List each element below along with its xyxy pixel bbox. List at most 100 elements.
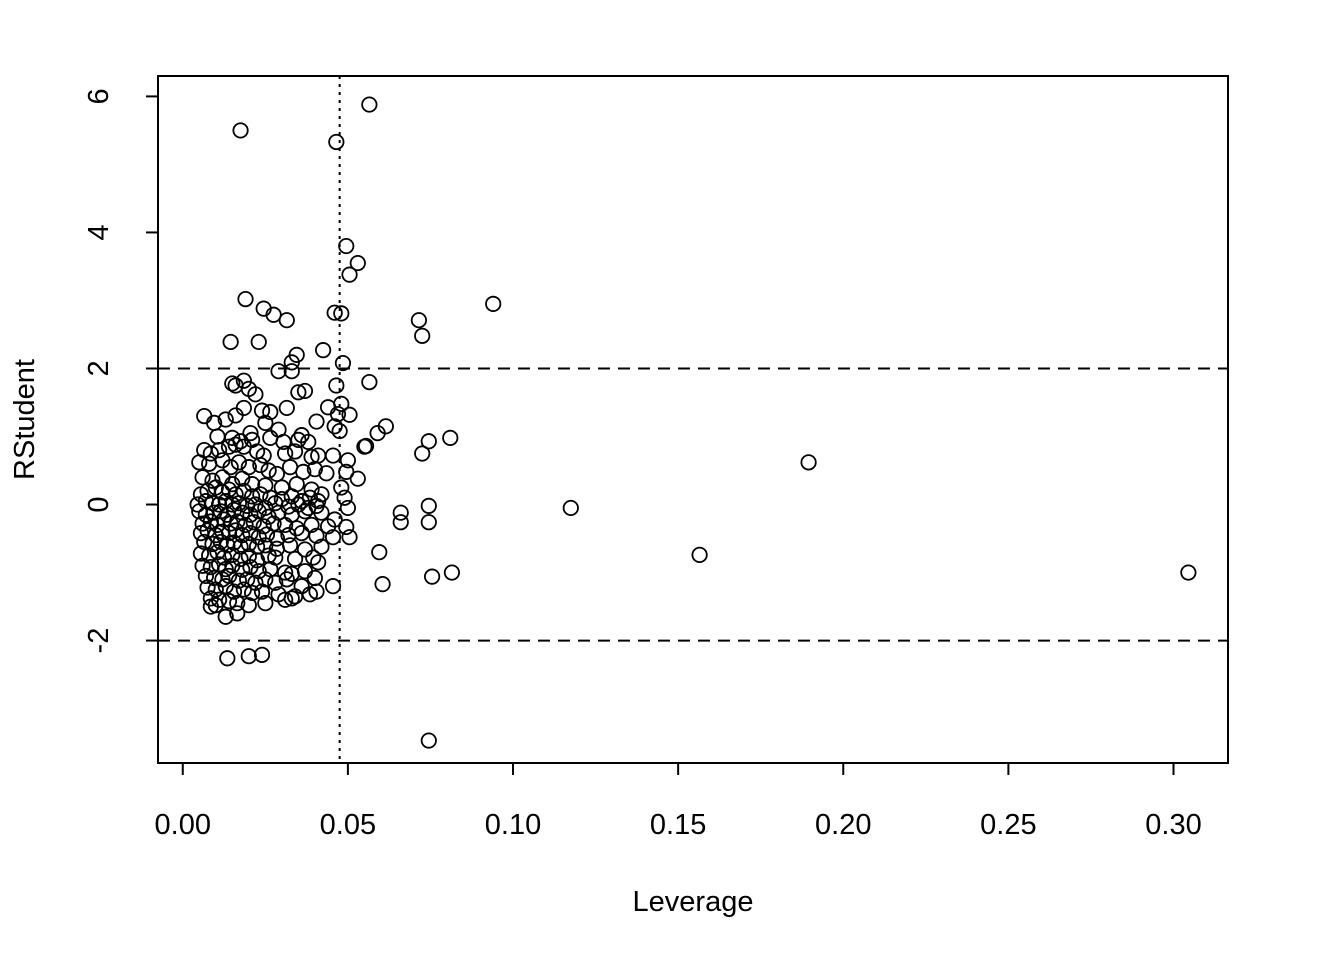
data-point [260,462,277,479]
data-point [283,590,300,607]
y-tick-label: 0 [83,496,115,512]
data-point [234,470,251,487]
data-point [257,537,274,554]
data-point [252,456,269,474]
data-point [290,384,307,401]
x-axis: 0.00 0.05 0.10 0.15 0.20 0.25 0.30 [155,762,1202,841]
data-point [324,578,342,595]
data-point [225,583,243,600]
data-point [329,405,347,423]
data-point [242,425,259,442]
data-point [277,516,294,534]
data-point [244,488,261,505]
x-tick-label: 0.00 [155,809,211,841]
data-point [245,514,262,531]
data-point [224,546,241,563]
data-point [300,433,317,451]
data-point [268,465,285,483]
x-tick-label: 0.05 [320,809,376,841]
data-point [242,559,259,576]
data-point [262,489,279,506]
data-point [286,550,304,568]
data-point [328,377,345,394]
data-point [278,399,295,417]
data-point [192,545,210,562]
data-point [308,527,325,544]
data-point [207,581,224,598]
data-point [237,516,254,534]
data-point [235,372,252,389]
data-point [341,529,358,546]
data-point [414,327,431,344]
data-point [281,537,299,554]
data-point [305,549,322,566]
data-point [296,563,314,580]
data-point [201,455,218,472]
data-point [283,354,300,371]
data-point [197,567,214,585]
data-point [250,333,267,351]
data-point [222,333,239,351]
data-point [237,291,254,308]
y-tick-label: 4 [83,224,115,240]
data-point [278,312,295,329]
data-point [339,499,356,517]
data-point [230,454,248,471]
data-point [339,452,356,469]
data-point [296,382,314,400]
data-point [371,544,388,561]
data-point [219,650,236,667]
data-point [313,504,330,521]
data-point [240,548,257,565]
data-point [691,546,708,563]
data-point [255,447,272,464]
data-point [1180,564,1197,581]
data-point [324,529,342,546]
data-point [244,584,261,602]
data-point [229,605,246,622]
data-point [242,506,259,523]
data-point [349,470,366,487]
data-point [338,518,355,536]
data-point [310,554,327,571]
data-point [361,373,378,391]
data-point [242,524,259,542]
data-point [262,429,279,446]
data-point [194,469,211,486]
data-point [240,597,257,614]
data-point [308,583,325,600]
data-point [222,459,239,476]
data-point [230,572,248,589]
data-point [295,463,312,480]
y-tick-label: -2 [83,628,115,654]
data-point [319,399,337,416]
data-point [199,579,216,596]
data-point [377,418,394,435]
data-point [235,581,252,598]
data-point [227,407,244,424]
data-point [331,422,348,440]
data-point [420,497,437,514]
data-point [374,576,391,593]
data-point [255,518,272,535]
data-point [319,518,337,535]
data-point [336,489,353,506]
data-point [420,732,437,749]
data-point [357,437,375,455]
data-point [392,504,409,521]
data-point [257,595,274,612]
data-point [224,557,241,574]
points-layer [189,96,1197,749]
data-point [420,433,437,450]
data-point [209,428,226,445]
data-point [303,516,320,534]
data-point [277,591,294,608]
x-tick-label: 0.30 [1145,809,1201,841]
data-point [313,538,330,555]
data-point [286,443,304,460]
x-tick-label: 0.20 [815,809,871,841]
data-point [361,96,378,113]
data-point [326,418,343,435]
data-point [273,479,290,496]
data-point [410,312,427,329]
